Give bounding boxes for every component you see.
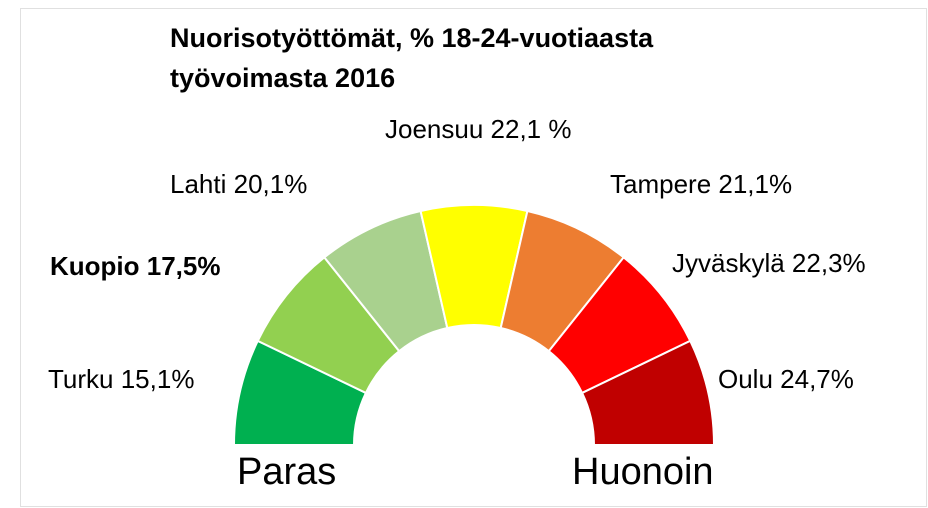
segment-label: Turku 15,1%	[48, 364, 194, 394]
frame	[20, 8, 927, 507]
segment-label: Kuopio 17,5%	[50, 251, 220, 281]
title-line: työvoimasta 2016	[170, 63, 395, 93]
title-line: Nuorisotyöttömät, % 18-24-vuotiaasta	[170, 23, 654, 53]
segment-label: Oulu 24,7%	[718, 364, 854, 394]
gauge-segment	[580, 339, 716, 446]
end-label: Paras	[237, 451, 336, 493]
segment-label: Lahti 20,1%	[170, 169, 307, 199]
gauge	[232, 204, 716, 446]
end-label: Huonoin	[572, 451, 714, 493]
segment-label: Tampere 21,1%	[610, 169, 792, 199]
segment-label: Joensuu 22,1 %	[385, 114, 571, 144]
segment-label: Jyväskylä 22,3%	[672, 248, 866, 278]
